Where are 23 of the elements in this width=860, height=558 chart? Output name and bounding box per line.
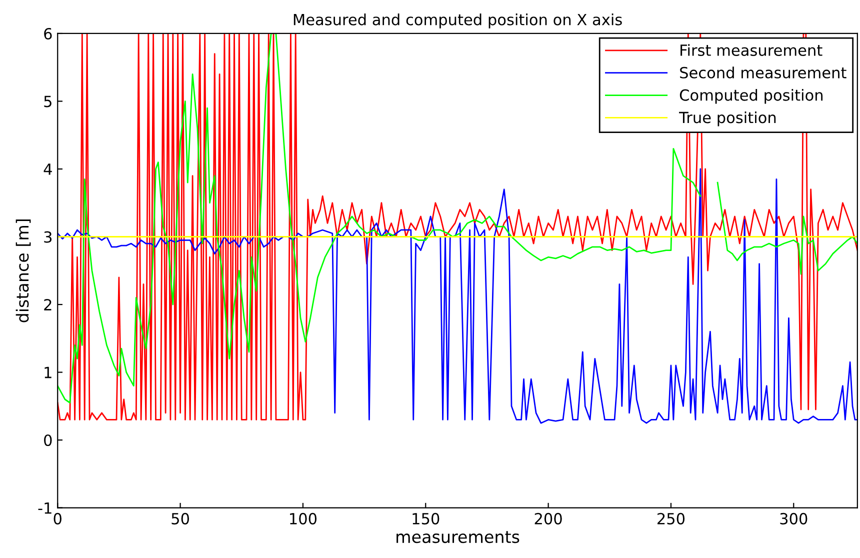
x-tick-label: 50 [172,512,189,524]
x-axis-title: measurements [396,531,520,544]
x-tick-label: 100 [290,512,317,524]
y-tick-label: 2 [44,298,52,310]
y-tick-label: 4 [44,164,52,175]
legend-label: Second measurement [680,66,846,78]
x-tick-label: 150 [412,512,440,524]
y-tick-label: 6 [44,28,52,40]
chart-title: Measured and computed position on X axis [294,14,622,28]
legend-label: True position [679,111,776,126]
x-tick-label: 200 [534,512,562,524]
y-tick-label: 5 [44,96,52,108]
legend-label: Computed position [680,89,823,104]
y-axis-title: distance [m] [16,219,31,322]
y-tick-label: 0 [44,434,52,446]
y-tick-label: 1 [44,366,52,378]
y-tick-label: 3 [44,231,52,243]
legend-label: First measurement [680,44,822,56]
x-tick-label: 0 [54,512,62,524]
line-series [58,168,858,424]
x-tick-label: 250 [658,512,685,524]
y-tick-label: -1 [38,502,52,514]
x-tick-label: 300 [780,512,808,524]
